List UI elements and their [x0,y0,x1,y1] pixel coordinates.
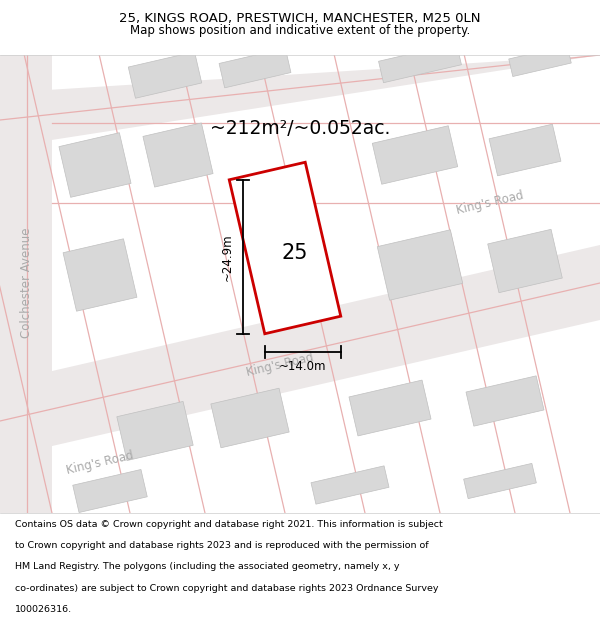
Polygon shape [229,162,341,334]
Text: ~24.9m: ~24.9m [221,233,234,281]
Text: co-ordinates) are subject to Crown copyright and database rights 2023 Ordnance S: co-ordinates) are subject to Crown copyr… [15,584,439,592]
Text: 25, KINGS ROAD, PRESTWICH, MANCHESTER, M25 0LN: 25, KINGS ROAD, PRESTWICH, MANCHESTER, M… [119,12,481,25]
Text: 100026316.: 100026316. [15,605,72,614]
Polygon shape [464,463,536,499]
Polygon shape [117,401,193,461]
Text: ~14.0m: ~14.0m [279,360,326,372]
Text: Map shows position and indicative extent of the property.: Map shows position and indicative extent… [130,24,470,38]
Polygon shape [0,245,600,458]
Polygon shape [509,46,571,76]
Polygon shape [488,229,562,292]
Polygon shape [59,132,131,198]
Text: ~212m²/~0.052ac.: ~212m²/~0.052ac. [210,119,390,138]
Polygon shape [466,376,544,426]
Polygon shape [0,55,600,148]
Bar [0,55,52,513]
Polygon shape [63,239,137,311]
Polygon shape [143,123,213,187]
Polygon shape [311,466,389,504]
Polygon shape [379,43,461,82]
Polygon shape [211,388,289,448]
Polygon shape [489,124,561,176]
Text: HM Land Registry. The polygons (including the associated geometry, namely x, y: HM Land Registry. The polygons (includin… [15,562,400,571]
Text: Colchester Avenue: Colchester Avenue [20,228,34,338]
Text: Contains OS data © Crown copyright and database right 2021. This information is : Contains OS data © Crown copyright and d… [15,520,443,529]
Polygon shape [128,52,202,98]
Text: King's Road: King's Road [245,351,315,379]
Polygon shape [349,380,431,436]
Text: King's Road: King's Road [455,189,525,217]
Polygon shape [377,230,463,300]
Polygon shape [372,126,458,184]
Text: to Crown copyright and database rights 2023 and is reproduced with the permissio: to Crown copyright and database rights 2… [15,541,428,550]
Text: King's Road: King's Road [65,449,135,477]
Polygon shape [219,48,291,88]
Polygon shape [73,469,147,512]
Text: 25: 25 [282,243,308,263]
